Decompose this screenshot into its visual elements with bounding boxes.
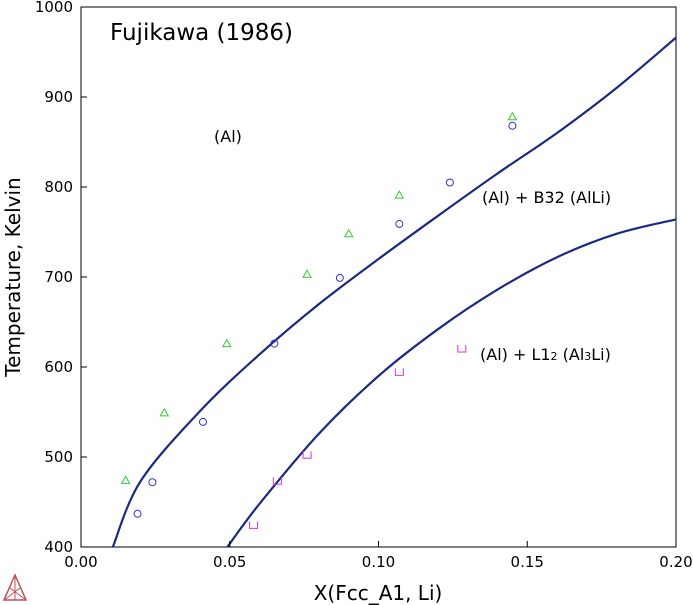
circle-marker: [198, 417, 207, 426]
square-marker: [272, 477, 282, 485]
phase-boundary-line-1: [111, 36, 677, 548]
thermo-calc-triangle-logo-icon: [2, 573, 28, 601]
circle-marker: [335, 273, 344, 282]
region-label-l12-part2: (Al: [558, 345, 585, 364]
experimental-points: [120, 111, 518, 529]
square-marker: [457, 345, 467, 353]
x-tick-label: 0.00: [64, 553, 97, 571]
axis-ticks: 0.00 0.05 0.10 0.15 0.20 400 500 600 700 800 900 10…: [35, 0, 693, 571]
circle-marker: [445, 178, 454, 187]
y-tick-label: 800: [44, 178, 73, 196]
triangle-marker: [120, 475, 131, 484]
region-label-l12-part1: (Al) + L1: [480, 345, 551, 364]
circle-marker: [133, 509, 142, 518]
y-axis-title: Temperature, Kelvin: [1, 177, 25, 377]
region-label-l12-sub2: 3: [584, 350, 591, 363]
triangle-marker: [302, 269, 312, 278]
circle-marker: [395, 219, 404, 228]
x-tick-label: 0.20: [659, 553, 692, 571]
region-label-l12-sub1: 2: [551, 350, 558, 363]
x-axis-title: X(Fcc_A1, Li): [314, 581, 443, 605]
y-tick-label: 900: [44, 88, 73, 106]
square-marker: [394, 368, 404, 376]
y-tick-label: 600: [44, 358, 73, 376]
x-tick-label: 0.10: [362, 553, 395, 571]
y-tick-label: 400: [44, 538, 73, 556]
triangle-marker: [159, 407, 170, 417]
triangle-marker: [221, 338, 232, 348]
triangle-marker: [343, 228, 354, 238]
y-tick-label: 700: [44, 268, 73, 286]
y-tick-label: 500: [44, 448, 73, 466]
region-label-al-b32: (Al) + B32 (AlLi): [482, 188, 611, 207]
x-tick-label: 0.05: [213, 553, 246, 571]
phase-boundary-line-2: [226, 218, 677, 548]
triangle-marker: [507, 111, 518, 121]
plot-frame: [80, 6, 677, 548]
circle-marker: [508, 121, 517, 130]
triangle-marker: [394, 190, 405, 199]
region-label-l12-part3: Li): [591, 345, 611, 364]
x-tick-label: 0.15: [511, 553, 544, 571]
chart-title: Fujikawa (1986): [110, 20, 293, 46]
phase-boundary-lines: [111, 36, 677, 548]
circle-marker: [148, 478, 157, 487]
y-tick-label: 1000: [35, 0, 73, 16]
circle-marker: [270, 339, 279, 348]
square-marker: [249, 521, 259, 529]
region-label-al-l12: (Al) + L12 (Al3Li): [480, 345, 611, 364]
square-marker: [302, 451, 312, 459]
region-label-al: (Al): [214, 127, 242, 146]
